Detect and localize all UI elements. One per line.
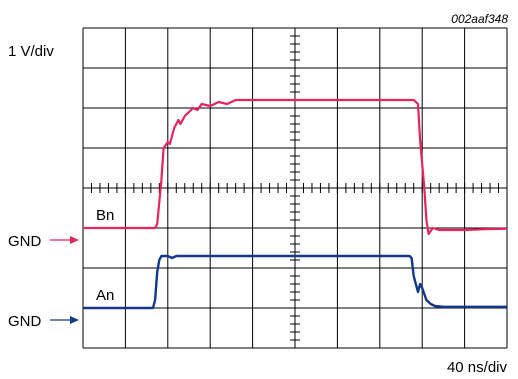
vertical-scale-label: 1 V/div bbox=[8, 43, 54, 60]
series-label-an: An bbox=[96, 287, 114, 304]
ground-label-an: GND bbox=[8, 313, 42, 330]
ground-arrow-bn bbox=[50, 236, 79, 244]
center-ticks bbox=[82, 27, 508, 349]
series-label-bn: Bn bbox=[96, 207, 114, 224]
trace-bn bbox=[83, 98, 508, 236]
ground-arrow-an bbox=[50, 316, 79, 324]
ground-label-bn: GND bbox=[8, 233, 42, 250]
horizontal-scale-label: 40 ns/div bbox=[447, 359, 508, 376]
trace-an bbox=[83, 254, 507, 310]
figure-id: 002aaf348 bbox=[451, 12, 508, 26]
